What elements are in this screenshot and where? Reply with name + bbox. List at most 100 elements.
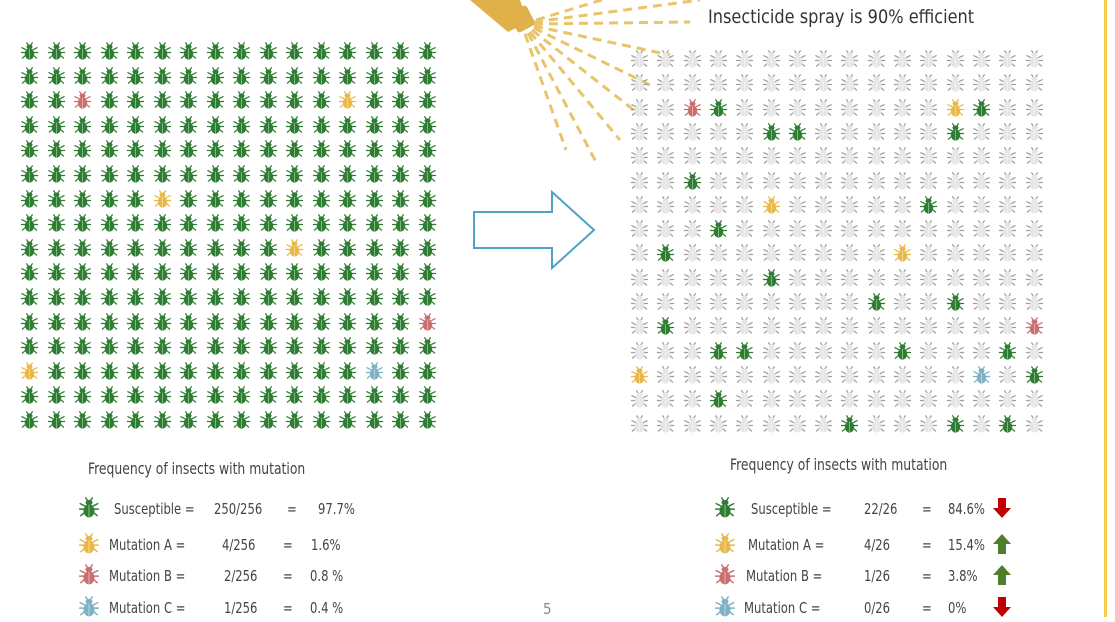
row-percent: 97.7%	[318, 500, 355, 518]
mutation-a-bug-icon	[153, 190, 172, 209]
dead-bug-icon	[630, 99, 649, 118]
susceptible-bug-icon	[47, 42, 66, 61]
susceptible-bug-icon	[259, 42, 278, 61]
mutation-a-bug-icon	[762, 196, 781, 215]
dead-bug-icon	[946, 196, 965, 215]
dead-bug-icon	[893, 293, 912, 312]
insect-grid-after	[630, 50, 1050, 435]
susceptible-bug-icon	[153, 313, 172, 332]
susceptible-bug-icon	[73, 362, 92, 381]
dead-bug-icon	[630, 220, 649, 239]
dead-bug-icon	[762, 99, 781, 118]
dead-bug-icon	[735, 50, 754, 69]
susceptible-bug-icon	[418, 214, 437, 233]
dead-bug-icon	[1025, 172, 1044, 191]
dead-bug-icon	[919, 244, 938, 263]
dead-bug-icon	[867, 390, 886, 409]
susceptible-bug-icon	[312, 165, 331, 184]
dead-bug-icon	[683, 74, 702, 93]
susceptible-bug-icon	[312, 239, 331, 258]
mutation-b-bug-icon	[418, 313, 437, 332]
dead-bug-icon	[840, 50, 859, 69]
dead-bug-icon	[998, 317, 1017, 336]
row-ratio: 4/26	[864, 536, 890, 554]
dead-bug-icon	[946, 74, 965, 93]
dead-bug-icon	[893, 147, 912, 166]
susceptible-bug-icon	[20, 190, 39, 209]
susceptible-bug-icon	[179, 42, 198, 61]
dead-bug-icon	[1025, 415, 1044, 434]
dead-bug-icon	[788, 220, 807, 239]
dead-bug-icon	[998, 366, 1017, 385]
dead-bug-icon	[656, 50, 675, 69]
susceptible-bug-icon	[126, 239, 145, 258]
susceptible-bug-icon	[47, 288, 66, 307]
dead-bug-icon	[814, 366, 833, 385]
susceptible-bug-icon	[285, 140, 304, 159]
susceptible-bug-icon	[20, 239, 39, 258]
row-label: Mutation B =	[746, 567, 822, 585]
susceptible-bug-icon	[285, 313, 304, 332]
mutation-a-bug-icon	[285, 239, 304, 258]
dead-bug-icon	[867, 342, 886, 361]
susceptible-bug-icon	[232, 337, 251, 356]
dead-bug-icon	[919, 269, 938, 288]
susceptible-bug-icon	[179, 239, 198, 258]
susceptible-bug-icon	[259, 313, 278, 332]
dead-bug-icon	[735, 74, 754, 93]
dead-bug-icon	[788, 342, 807, 361]
dead-bug-icon	[998, 390, 1017, 409]
susceptible-bug-icon	[179, 411, 198, 430]
dead-bug-icon	[735, 99, 754, 118]
susceptible-bug-icon	[20, 165, 39, 184]
dead-bug-icon	[1025, 99, 1044, 118]
mutation-c-bug-icon	[365, 362, 384, 381]
dead-bug-icon	[1025, 220, 1044, 239]
susceptible-bug-icon	[179, 214, 198, 233]
susceptible-bug-icon	[365, 116, 384, 135]
susceptible-bug-icon	[100, 42, 119, 61]
dead-bug-icon	[893, 99, 912, 118]
dead-bug-icon	[946, 366, 965, 385]
susceptible-bug-icon	[20, 140, 39, 159]
dead-bug-icon	[656, 123, 675, 142]
susceptible-bug-icon	[73, 67, 92, 86]
row-label: Mutation A =	[109, 536, 185, 554]
dead-bug-icon	[814, 317, 833, 336]
dead-bug-icon	[683, 415, 702, 434]
dead-bug-icon	[946, 390, 965, 409]
dead-bug-icon	[972, 74, 991, 93]
susceptible-bug-icon	[418, 411, 437, 430]
dead-bug-icon	[867, 172, 886, 191]
susceptible-bug-icon	[179, 140, 198, 159]
susceptible-bug-icon	[338, 67, 357, 86]
susceptible-bug-icon	[153, 362, 172, 381]
dead-bug-icon	[919, 317, 938, 336]
susceptible-bug-icon	[206, 140, 225, 159]
dead-bug-icon	[630, 196, 649, 215]
dead-bug-icon	[788, 196, 807, 215]
dead-bug-icon	[814, 74, 833, 93]
susceptible-bug-icon	[338, 214, 357, 233]
susceptible-bug-icon	[126, 42, 145, 61]
transition-arrow-icon	[472, 190, 596, 270]
susceptible-bug-icon	[709, 390, 728, 409]
susceptible-bug-icon	[312, 116, 331, 135]
dead-bug-icon	[919, 50, 938, 69]
susceptible-bug-icon	[312, 263, 331, 282]
susceptible-bug-icon	[365, 288, 384, 307]
dead-bug-icon	[788, 99, 807, 118]
mutation-b-bug-icon	[683, 99, 702, 118]
susceptible-bug-icon	[20, 263, 39, 282]
susceptible-bug-icon	[232, 190, 251, 209]
susceptible-bug-icon	[47, 140, 66, 159]
dead-bug-icon	[1025, 123, 1044, 142]
susceptible-bug-icon	[100, 263, 119, 282]
susceptible-bug-icon	[418, 337, 437, 356]
dead-bug-icon	[840, 390, 859, 409]
dead-bug-icon	[709, 415, 728, 434]
susceptible-bug-icon	[365, 42, 384, 61]
row-percent: 1.6%	[311, 536, 340, 554]
dead-bug-icon	[814, 220, 833, 239]
mutation-a-bug-icon	[714, 533, 736, 555]
